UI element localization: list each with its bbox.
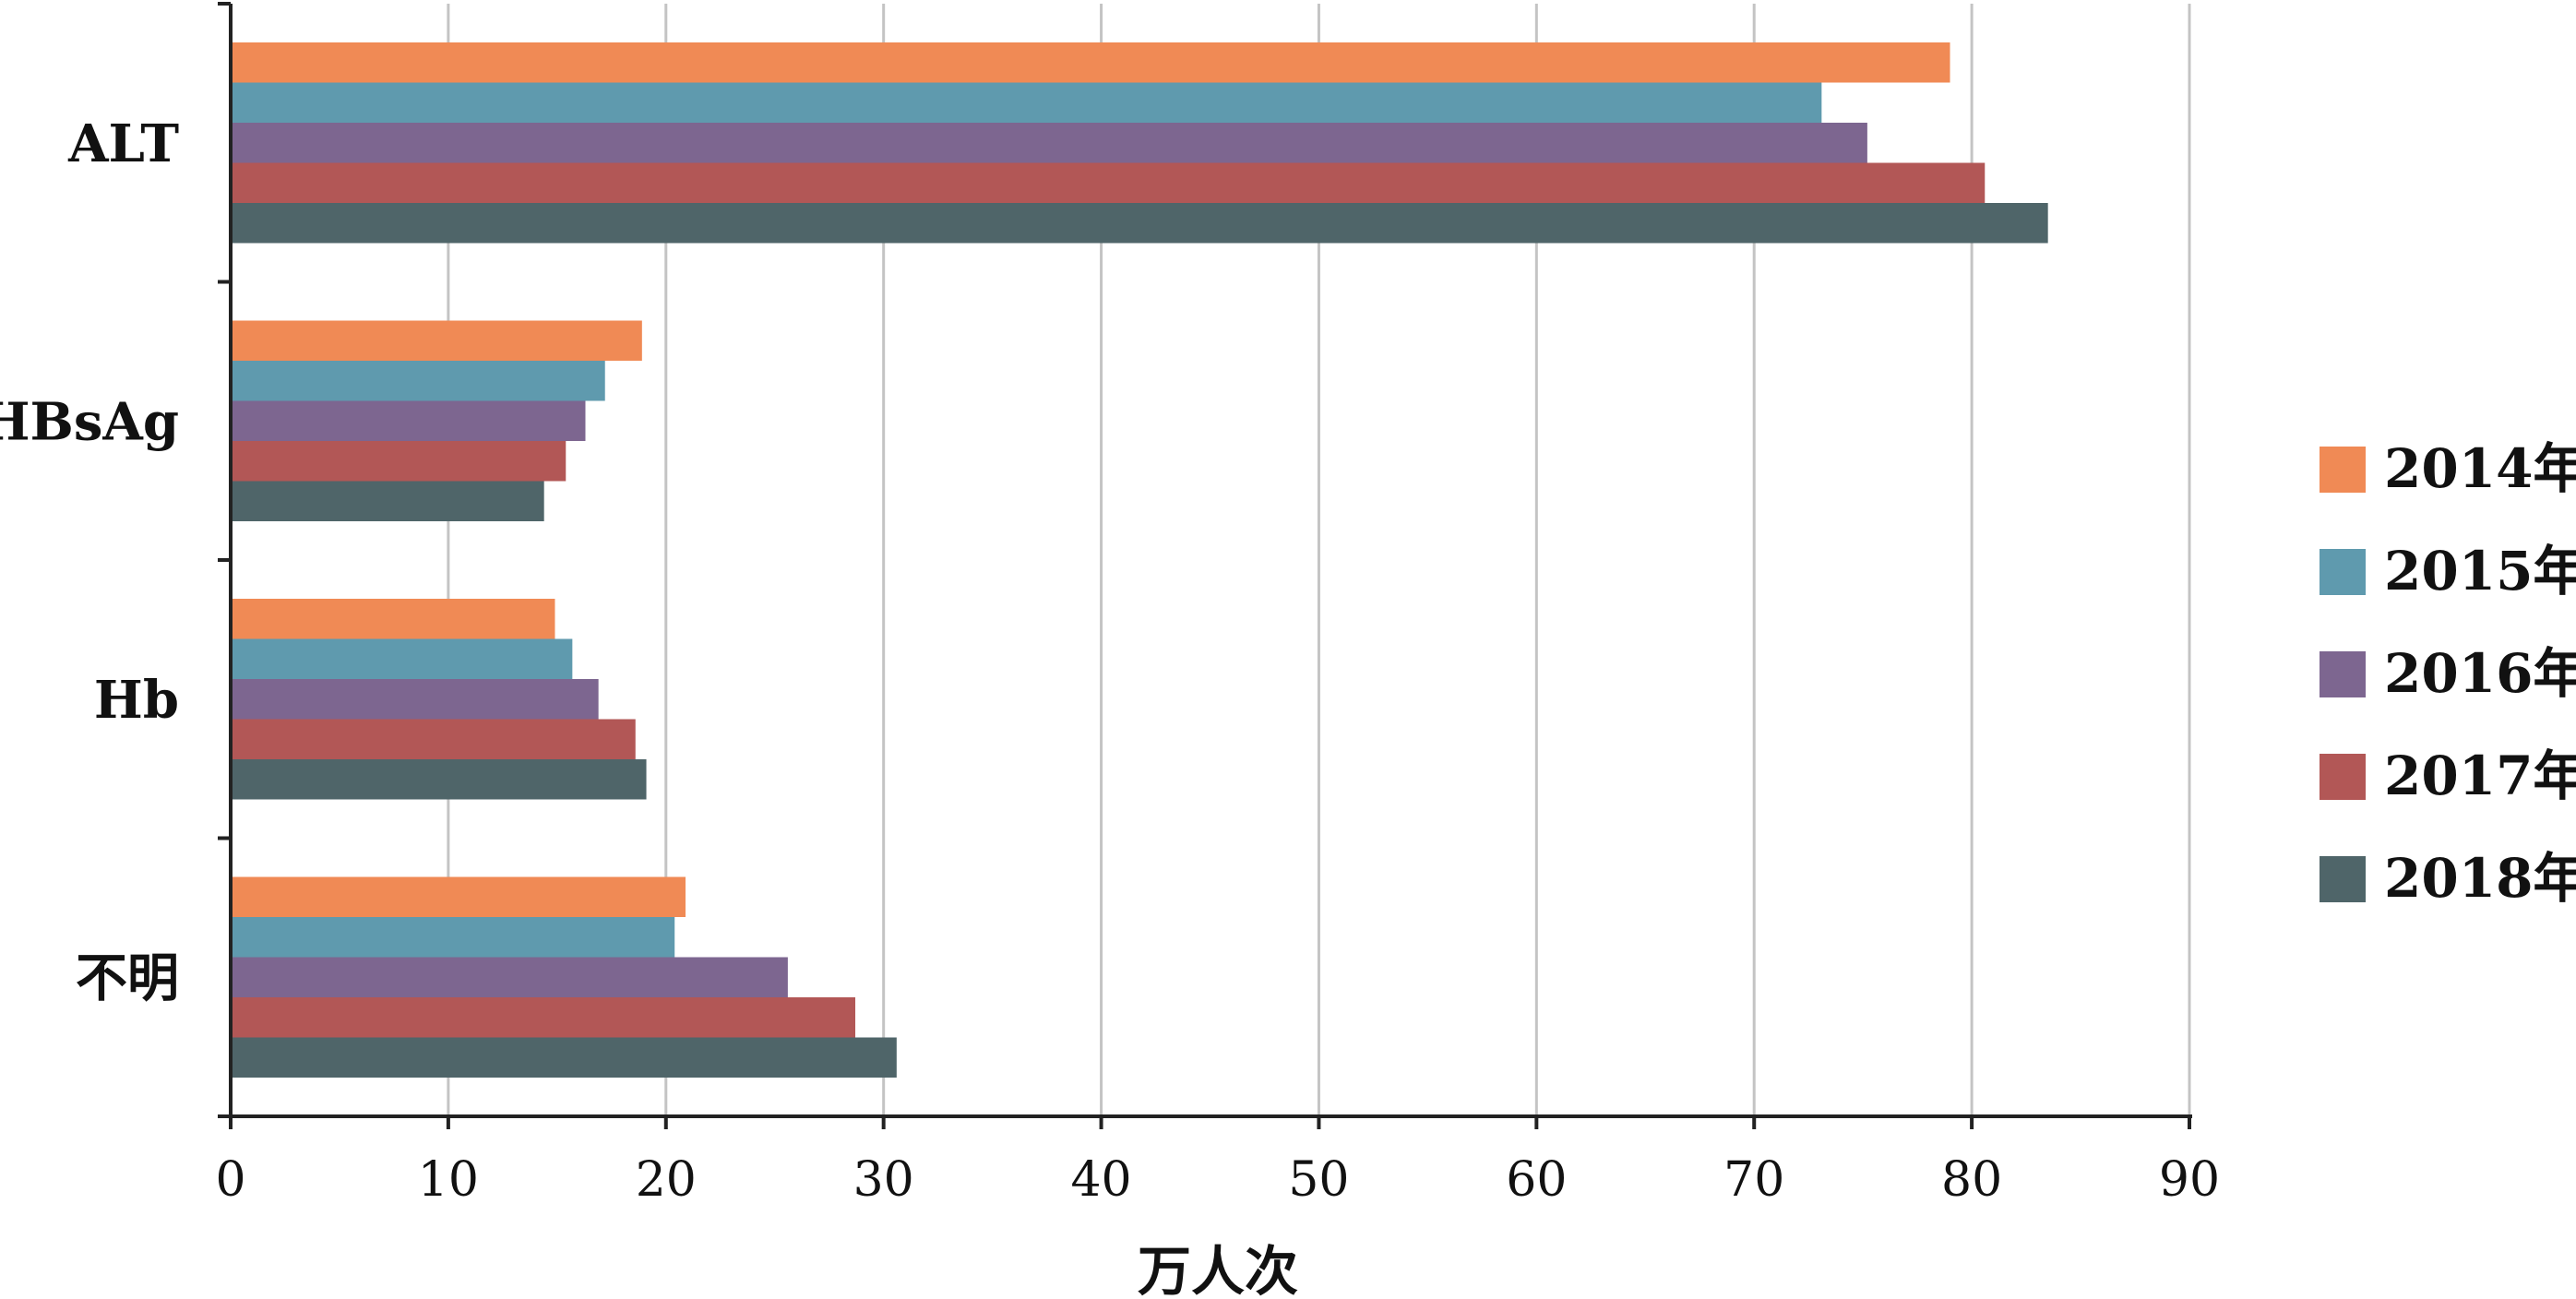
x-tick-label: 90 [2159,1152,2220,1208]
x-tick-label: 50 [1288,1152,1349,1208]
bar [232,1037,897,1078]
legend-label: 2018年 [2384,847,2576,910]
bar [232,320,642,361]
bar [232,82,1822,123]
bar [232,599,555,639]
legend-swatch [2320,754,2366,800]
legend-swatch [2320,651,2366,697]
bar [232,361,605,401]
bar [232,957,788,997]
legend-swatch [2320,447,2366,493]
bar [232,441,566,482]
bar [232,876,686,917]
category-label: ALT [67,113,179,174]
legend-label: 2015年 [2384,540,2576,602]
bars [232,42,2048,1078]
x-tick-label: 60 [1506,1152,1567,1208]
x-axis-title: 万人次 [1138,1240,1298,1299]
bar [232,481,544,521]
bar [232,719,636,759]
bar [232,203,2048,244]
x-tick-label: 80 [1941,1152,2002,1208]
bar [232,679,599,720]
category-label: Hb [94,670,179,731]
bar [232,917,675,958]
x-tick-label: 30 [853,1152,914,1208]
bar [232,400,586,441]
x-tick-label: 10 [418,1152,479,1208]
category-label: 不明 [76,947,179,1008]
bar [232,162,1986,203]
category-labels: ALT HBsAg Hb 不明 [0,2,231,1008]
legend-label: 2016年 [2384,642,2576,705]
bar [232,997,856,1038]
bar [232,42,1950,83]
bar [232,123,1867,163]
x-tick-label: 40 [1070,1152,1131,1208]
x-tick-label: 70 [1723,1152,1784,1208]
x-tick-labels: 0 10 20 30 40 50 60 70 80 90 [215,1116,2220,1208]
x-tick-label: 20 [636,1152,697,1208]
bar [232,638,573,679]
bar [232,759,647,800]
x-tick-label: 0 [215,1152,245,1208]
legend-label: 2017年 [2384,745,2576,807]
legend-swatch [2320,856,2366,902]
category-label: HBsAg [0,391,179,452]
legend-swatch [2320,549,2366,595]
legend-label: 2014年 [2384,437,2576,500]
legend: 2014年 2015年 2016年 2017年 2018年 [2320,437,2576,910]
